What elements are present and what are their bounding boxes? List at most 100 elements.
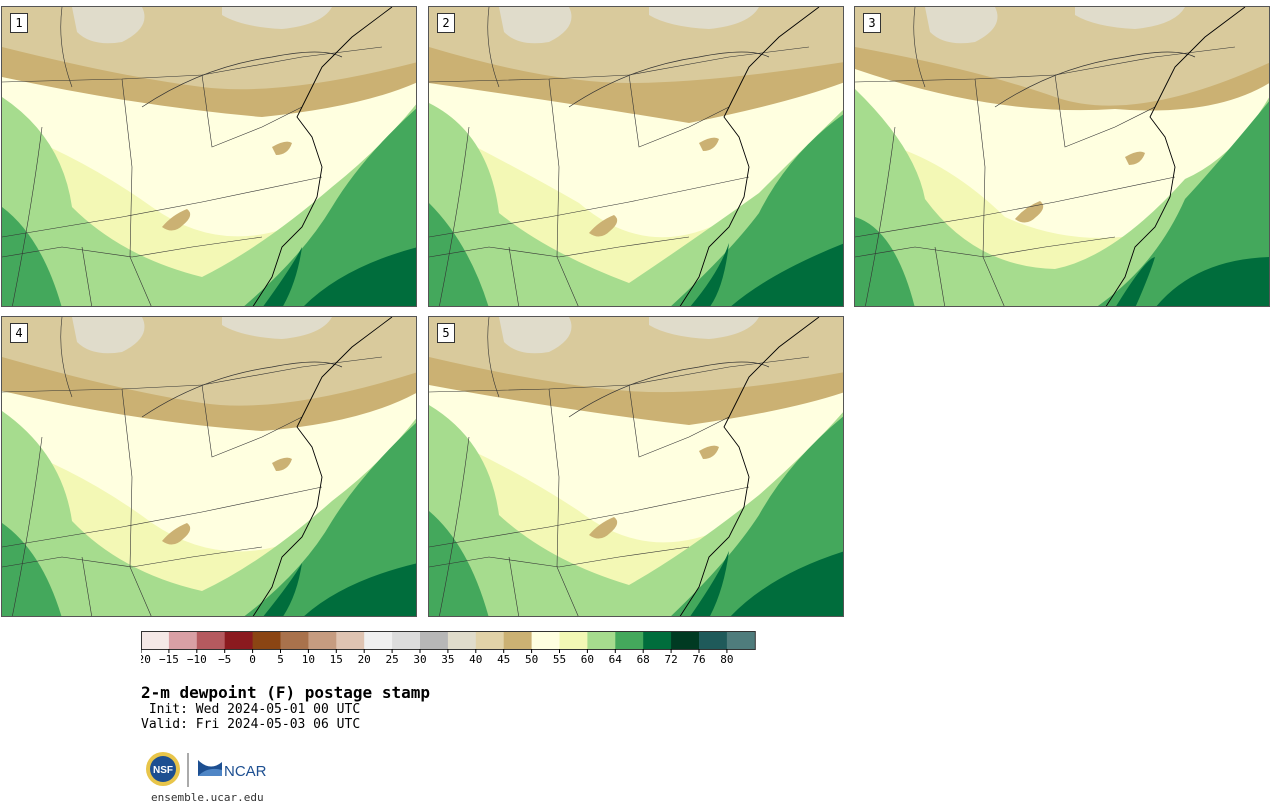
state-boundary [508, 246, 519, 306]
colorbar-swatch [308, 631, 337, 649]
state-boundary [855, 176, 1176, 238]
colorbar-tick-label: 50 [525, 653, 538, 666]
lake-erie-ontario-shore [994, 51, 1196, 108]
colorbar-swatch [224, 631, 254, 649]
state-boundary [429, 236, 690, 258]
dewpoint-68-72-band [263, 247, 302, 306]
colorbar-tick-label: −10 [187, 653, 207, 666]
dewpoint-45-50-band [1125, 151, 1145, 165]
nsf-logo-text: NSF [153, 765, 173, 776]
colorbar-tick-label: 35 [441, 653, 454, 666]
valid-time: Valid: Fri 2024-05-03 06 UTC [141, 717, 361, 732]
east-coastline [679, 317, 820, 616]
east-coastline [252, 7, 393, 306]
colorbar-swatch [252, 631, 281, 649]
dewpoint-64-68-band [429, 203, 489, 306]
colorbar-tick-label: 30 [413, 653, 426, 666]
dewpoint-64-68-band [429, 511, 489, 616]
member-label: 1 [10, 13, 28, 33]
colorbar-tick-label: 60 [581, 653, 594, 666]
colorbar-swatch [475, 631, 505, 649]
init-time: Init: Wed 2024-05-01 00 UTC [141, 702, 361, 717]
colorbar-tick-label: 64 [609, 653, 623, 666]
dewpoint-64-68-band [2, 207, 62, 306]
dewpoint-map [2, 317, 416, 616]
colorbar-swatch [141, 631, 170, 649]
dewpoint-map [855, 7, 1269, 306]
state-boundary [429, 486, 750, 548]
colorbar-tick-label: 55 [553, 653, 566, 666]
lake-michigan-shore [913, 7, 926, 88]
chart-title: 2-m dewpoint (F) postage stamp [141, 683, 430, 702]
state-boundary [2, 176, 323, 238]
dewpoint-68-72-band [263, 563, 302, 616]
colorbar-swatch [503, 631, 533, 649]
river-boundary [12, 436, 43, 616]
state-boundary [121, 388, 152, 616]
colorbar-tick-label: 0 [249, 653, 256, 666]
logos: NSF NCAR [146, 752, 267, 787]
lake-michigan-shore [60, 317, 73, 398]
colorbar-tick-label: −5 [218, 653, 231, 666]
dewpoint-35-40-band [1075, 7, 1185, 29]
state-boundary [2, 486, 323, 548]
colorbar-tick-label: 72 [664, 653, 677, 666]
colorbar-swatch [699, 631, 728, 649]
colorbar-swatch [587, 631, 616, 649]
colorbar-tick-label: −15 [159, 653, 179, 666]
ncar-logo-icon: NCAR [198, 760, 267, 780]
east-coastline [1105, 7, 1246, 306]
colorbar-tick-label: 15 [330, 653, 343, 666]
member-label: 2 [437, 13, 455, 33]
colorbar-tick-label: 76 [692, 653, 705, 666]
colorbar-tick-label: −20 [141, 653, 151, 666]
colorbar-swatch [447, 631, 477, 649]
dewpoint-68-72-band [730, 551, 843, 616]
dewpoint-map [429, 317, 843, 616]
dewpoint-68-72-band [304, 247, 416, 306]
lake-michigan-shore [487, 317, 500, 398]
lake-michigan-shore [60, 7, 73, 88]
lake-erie-ontario-shore [141, 361, 343, 418]
river-boundary [439, 126, 470, 306]
member-label: 3 [863, 13, 881, 33]
colorbar-swatch [196, 631, 226, 649]
colorbar-swatch [531, 631, 560, 649]
dewpoint-45-50-band [699, 137, 719, 151]
dewpoint-45-50-band [272, 457, 292, 471]
dewpoint-45-50-band [162, 209, 191, 231]
colorbar-tick-label: 45 [497, 653, 510, 666]
colorbar-swatch [559, 631, 588, 649]
colorbar-swatch [643, 631, 672, 649]
dewpoint-68-72-band [1156, 257, 1269, 306]
east-coastline [252, 317, 393, 616]
dewpoint-45-50-band [162, 523, 191, 545]
dewpoint-35-40-band [499, 317, 572, 354]
state-boundary [81, 556, 92, 616]
dewpoint-45-50-band [589, 215, 618, 237]
state-boundary [2, 236, 263, 258]
dewpoint-68-72-band [731, 243, 843, 306]
dewpoint-45-50-band [589, 517, 618, 539]
dewpoint-map [2, 7, 416, 306]
dewpoint-45-50-band [1015, 201, 1044, 223]
river-boundary [439, 436, 470, 616]
dewpoint-45-50-band [699, 445, 719, 459]
state-boundary [201, 74, 303, 148]
colorbar-swatch [336, 631, 365, 649]
member-label: 5 [437, 323, 455, 343]
river-boundary [865, 126, 896, 306]
dewpoint-35-40-band [72, 317, 145, 354]
state-boundary [1054, 74, 1156, 148]
state-boundary [508, 556, 519, 616]
nsf-logo-icon: NSF [146, 752, 180, 786]
colorbar-tick-label: 20 [358, 653, 371, 666]
dewpoint-35-40-band [925, 7, 998, 44]
dewpoint-35-40-band [222, 7, 332, 29]
dewpoint-35-40-band [649, 317, 759, 339]
colorbar-swatch [420, 631, 449, 649]
dewpoint-colorbar: −20 −15 −10 −5 0 5 10 15 20 25 30 35 40 45 50 55 60 64 68 7… [141, 631, 756, 666]
dewpoint-68-72-band [1116, 257, 1155, 306]
colorbar-tick-label: 40 [469, 653, 482, 666]
dewpoint-68-72-band [304, 563, 416, 616]
